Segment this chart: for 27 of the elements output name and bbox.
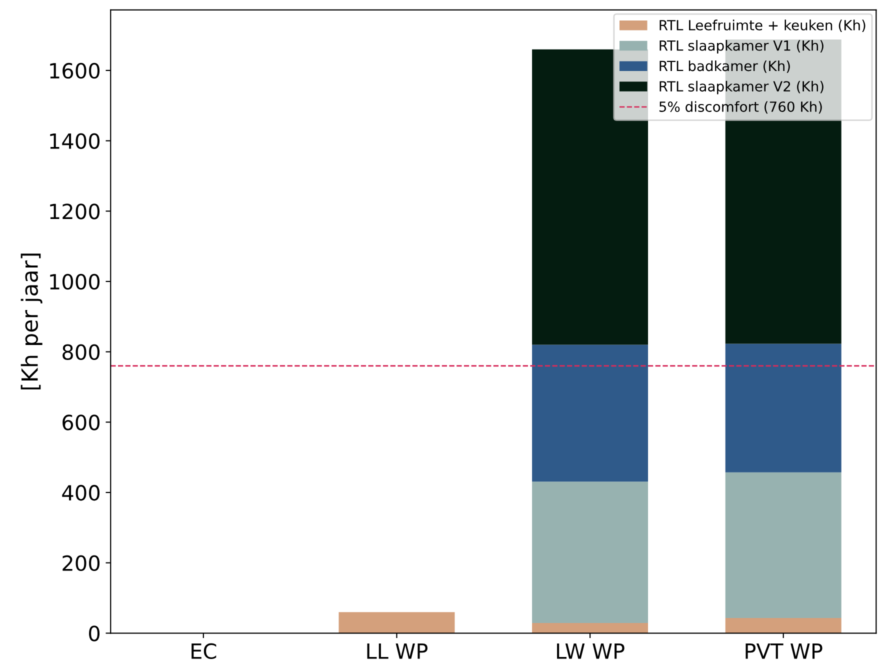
legend-label: RTL Leefruimte + keuken (Kh) bbox=[660, 20, 866, 32]
legend-label: RTL badkamer (Kh) bbox=[660, 60, 790, 73]
bar bbox=[532, 482, 648, 623]
y-tick-label: 400 bbox=[62, 484, 100, 501]
x-tick-label: LL WP bbox=[367, 644, 428, 659]
bar bbox=[725, 344, 842, 472]
y-tick-label: 1000 bbox=[50, 274, 100, 290]
bar bbox=[725, 472, 842, 618]
bar bbox=[532, 622, 648, 634]
bar bbox=[725, 618, 842, 634]
legend-label: RTL slaapkamer V2 (Kh) bbox=[660, 80, 824, 94]
legend-label: 5% discomfort (760 Kh) bbox=[659, 101, 822, 114]
y-tick-label: 200 bbox=[62, 555, 100, 572]
y-tick-label: 1200 bbox=[50, 204, 100, 220]
bar bbox=[532, 49, 648, 345]
y-tick-label: 600 bbox=[62, 414, 100, 430]
y-tick-label: 0 bbox=[89, 626, 100, 642]
x-tick-label: LW WP bbox=[557, 644, 624, 659]
bar bbox=[338, 612, 455, 634]
y-tick-label: 1400 bbox=[50, 133, 100, 149]
bar bbox=[532, 344, 648, 482]
y-axis-title: [Kh per jaar] bbox=[20, 254, 42, 390]
x-tick-label: PVT WP bbox=[746, 644, 822, 659]
y-tick-label: 1600 bbox=[50, 62, 100, 79]
x-tick-label: EC bbox=[192, 643, 216, 660]
y-tick-label: 800 bbox=[62, 344, 100, 360]
legend-label: RTL slaapkamer V1 (Kh) bbox=[660, 40, 824, 54]
